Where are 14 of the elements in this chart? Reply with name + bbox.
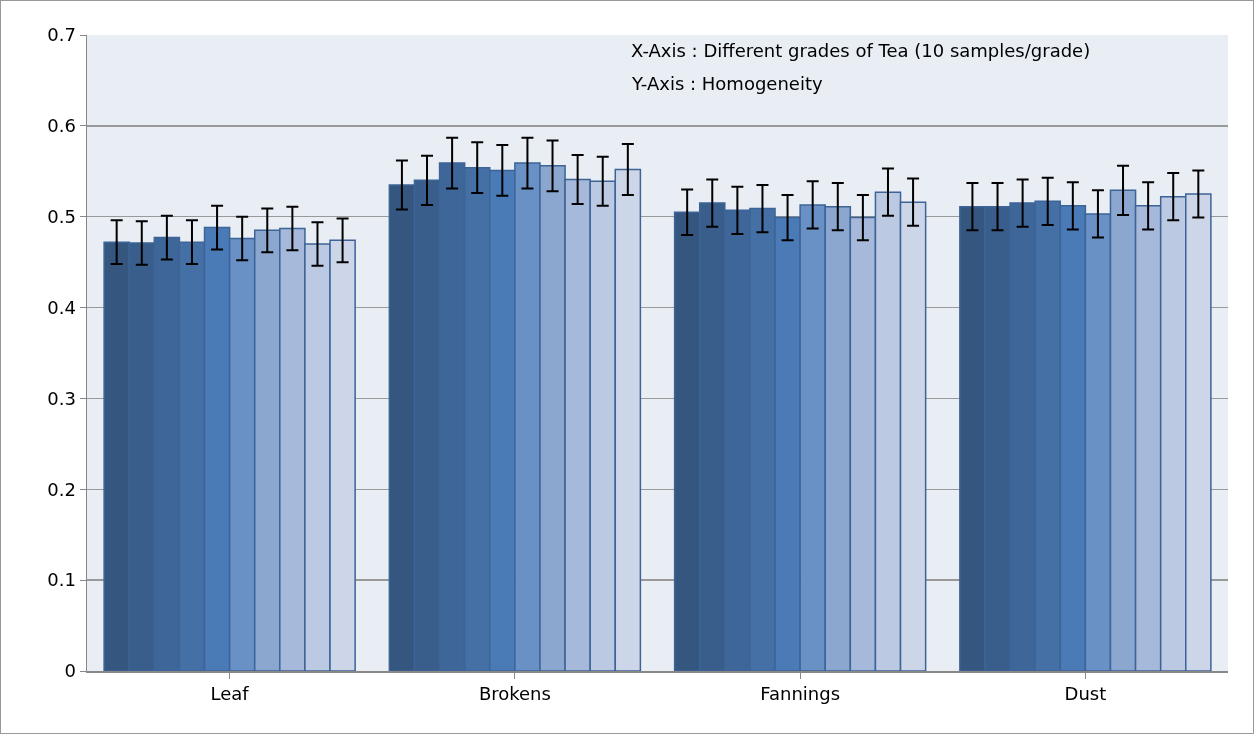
y-tick-label: 0.2 — [47, 478, 76, 500]
x-tick-label: Fannings — [760, 683, 841, 705]
x-tick-label: Brokens — [478, 683, 551, 705]
y-tick-label: 0.3 — [47, 387, 76, 409]
annotation: Y-Axis : Homogeneity — [631, 73, 823, 94]
y-tick-label: 0.7 — [47, 24, 76, 46]
y-tick-label: 0.1 — [47, 569, 76, 591]
y-tick-label: 0.6 — [47, 115, 76, 137]
x-tick-label: Leaf — [210, 683, 250, 705]
y-tick-label: 0.4 — [47, 296, 76, 318]
annotation: X-Axis : Different grades of Tea (10 samples/grade) — [631, 40, 1091, 61]
y-tick-label: 0.5 — [47, 206, 76, 228]
y-tick-label: 0 — [64, 660, 76, 682]
x-tick-label: Dust — [1064, 683, 1107, 705]
